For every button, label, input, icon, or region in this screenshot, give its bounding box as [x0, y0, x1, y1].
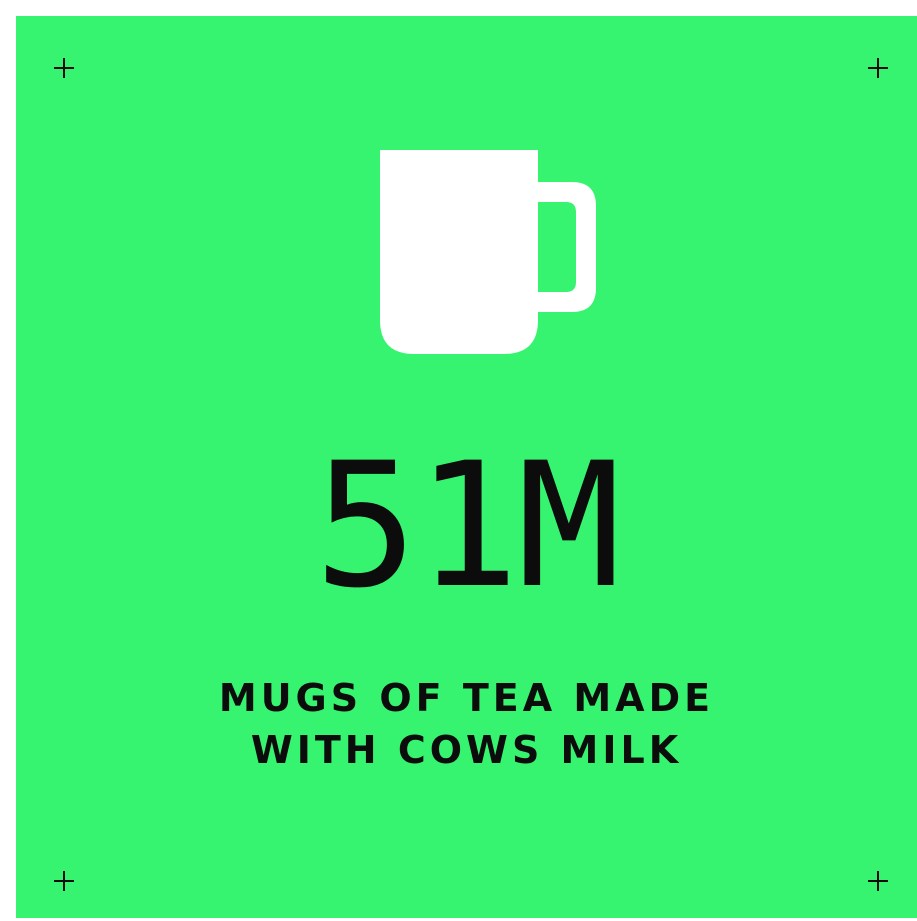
corner-plus-icon-top-right — [868, 58, 888, 78]
stat-card: 51M MUGS OF TEA MADE WITH COWS MILK — [16, 16, 917, 918]
stat-value: 51M — [314, 425, 621, 626]
corner-plus-icon-bottom-right — [868, 871, 888, 891]
stat-caption: MUGS OF TEA MADE WITH COWS MILK — [16, 672, 917, 776]
stat-caption-line-2: WITH COWS MILK — [250, 728, 683, 772]
corner-plus-icon-top-left — [54, 58, 74, 78]
mug-icon — [380, 150, 596, 354]
corner-plus-icon-bottom-left — [54, 871, 74, 891]
stat-caption-line-1: MUGS OF TEA MADE — [218, 676, 715, 720]
